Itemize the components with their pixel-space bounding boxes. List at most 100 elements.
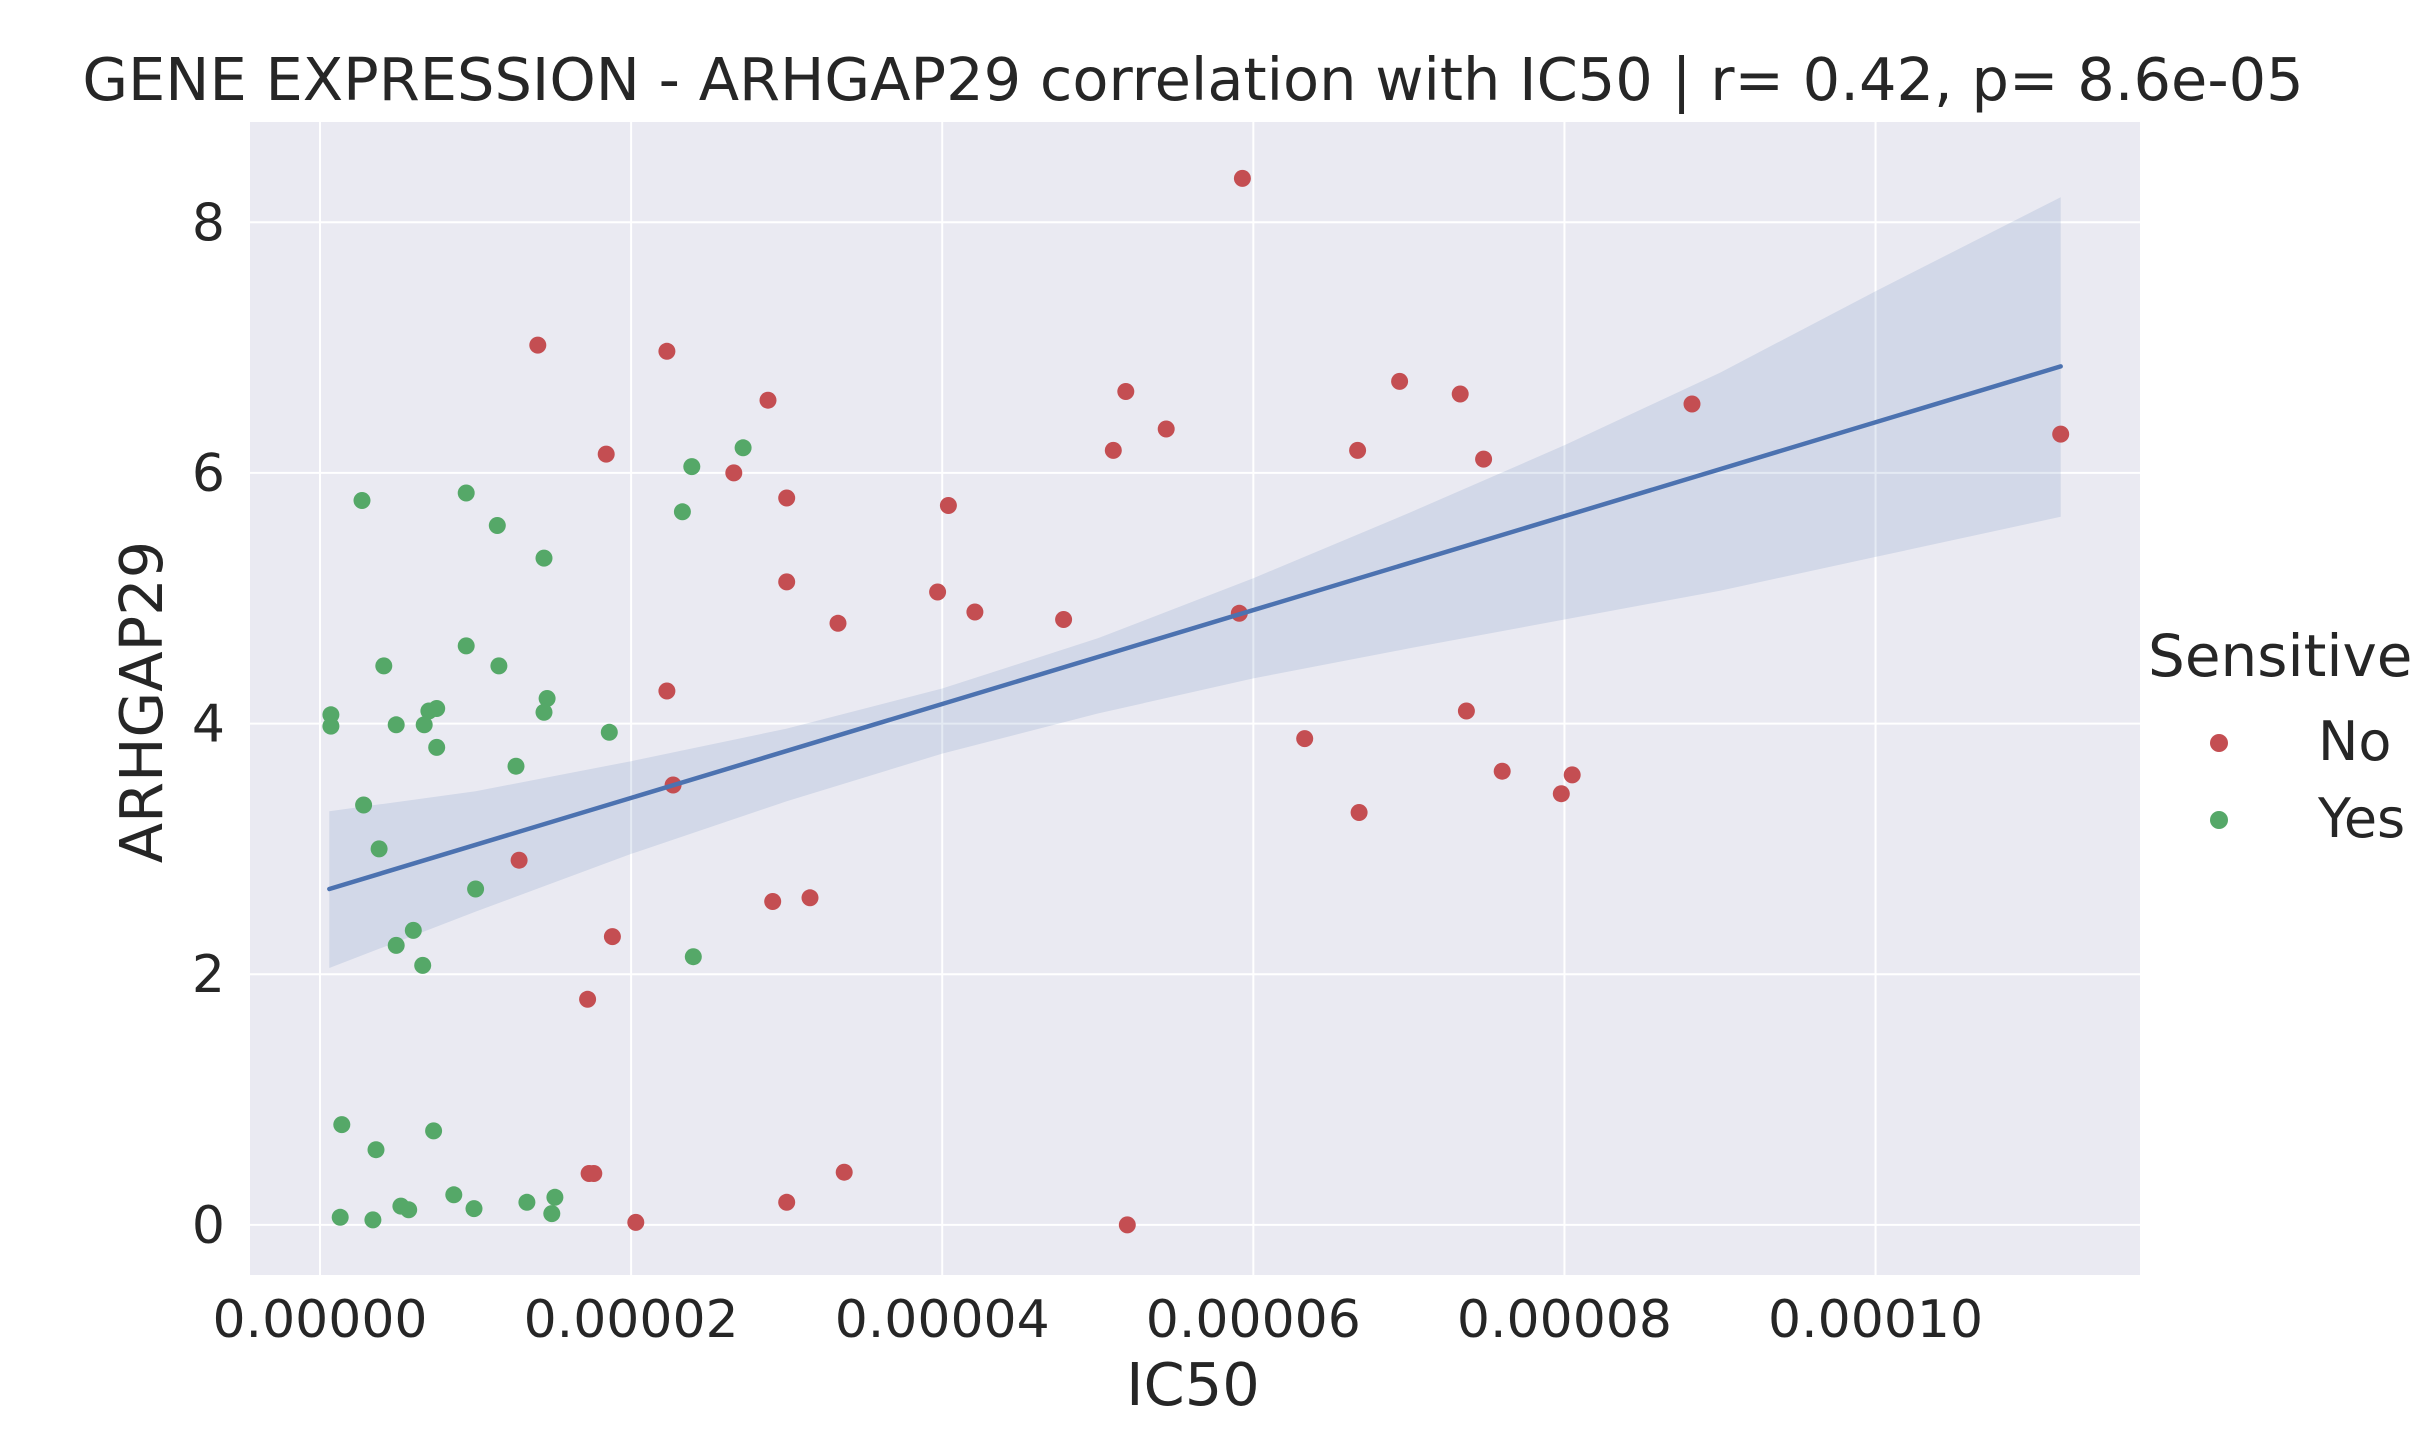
point-yes: [428, 738, 446, 756]
point-yes: [355, 796, 373, 814]
point-no: [1118, 1216, 1136, 1234]
point-no: [835, 1163, 853, 1181]
point-yes: [546, 1188, 564, 1206]
legend-label-yes: Yes: [2317, 787, 2405, 850]
point-yes: [465, 1200, 483, 1218]
legend-marker-no: [2210, 734, 2228, 752]
point-no: [579, 990, 597, 1008]
point-yes: [387, 716, 405, 734]
regression-line-group: [327, 364, 2063, 892]
point-no: [627, 1213, 645, 1231]
point-no: [1296, 730, 1314, 748]
point-no: [778, 1193, 796, 1211]
point-yes: [535, 549, 553, 567]
legend-label-no: No: [2318, 710, 2391, 773]
point-no: [1350, 804, 1368, 821]
point-yes: [684, 948, 702, 966]
point-no: [801, 889, 819, 907]
point-no: [725, 464, 743, 482]
point-yes: [445, 1186, 463, 1204]
point-yes: [457, 484, 475, 502]
x-tick-label: 0.00004: [835, 1290, 1050, 1350]
y-tick-label: 8: [192, 193, 225, 253]
x-tick-label: 0.00008: [1457, 1290, 1672, 1350]
point-yes: [683, 458, 701, 476]
point-no: [658, 342, 676, 360]
y-axis-label: ARHGAP29: [107, 541, 176, 863]
point-yes: [543, 1205, 561, 1223]
point-no: [929, 583, 947, 601]
point-yes: [734, 439, 752, 457]
point-yes: [333, 1116, 351, 1134]
point-yes: [367, 1141, 385, 1159]
point-yes: [490, 657, 508, 675]
point-yes: [415, 716, 433, 734]
point-no: [1055, 611, 1073, 628]
point-yes: [404, 921, 422, 939]
point-no: [1233, 169, 1251, 187]
x-tick-label: 0.00010: [1768, 1290, 1983, 1350]
x-axis-ticks: 0.00000 0.00002 0.00004 0.00006 0.00008 0.000…: [212, 1290, 1983, 1350]
y-tick-label: 2: [192, 945, 225, 1005]
point-no: [778, 489, 796, 507]
point-no: [966, 603, 984, 621]
point-yes: [538, 690, 556, 707]
x-tick-label: 0.00000: [212, 1290, 427, 1350]
point-no: [658, 682, 676, 700]
point-yes: [425, 1122, 443, 1140]
point-yes: [600, 723, 618, 741]
x-tick-label: 0.00002: [524, 1290, 739, 1350]
point-no: [939, 497, 957, 514]
point-yes: [331, 1208, 349, 1226]
point-no: [510, 851, 528, 869]
point-no: [1457, 702, 1475, 720]
point-no: [2052, 425, 2070, 443]
point-no: [529, 336, 547, 354]
point-yes: [673, 503, 691, 521]
legend-title: Sensitive: [2148, 622, 2412, 690]
point-no: [1104, 441, 1122, 459]
plot-area: [250, 122, 2140, 1275]
point-no: [829, 614, 847, 632]
y-tick-label: 0: [192, 1196, 225, 1256]
point-yes: [428, 700, 446, 717]
point-no: [1451, 385, 1469, 403]
point-no: [778, 573, 796, 591]
confidence-band: [329, 197, 2061, 968]
point-yes: [457, 637, 475, 655]
point-no: [1475, 450, 1493, 468]
point-yes: [387, 936, 405, 954]
confidence-band-area: [329, 197, 2061, 968]
point-no: [1349, 441, 1367, 459]
point-no: [1117, 383, 1135, 400]
point-yes: [370, 840, 388, 858]
legend-marker-yes: [2210, 811, 2228, 829]
point-no: [1157, 420, 1175, 438]
point-yes: [375, 657, 393, 675]
point-no: [1683, 395, 1701, 413]
point-no: [759, 391, 777, 409]
point-yes: [518, 1193, 536, 1211]
grid-lines: [250, 122, 2140, 1275]
point-yes: [322, 717, 340, 735]
chart-title: GENE EXPRESSION - ARHGAP29 correlation w…: [82, 45, 2303, 114]
point-yes: [400, 1201, 418, 1219]
legend: Sensitive No Yes: [2148, 622, 2412, 850]
point-yes: [353, 492, 371, 509]
y-tick-label: 4: [192, 695, 225, 755]
point-no: [1391, 372, 1409, 390]
x-axis-label: IC50: [1126, 1350, 1260, 1419]
data-points: [322, 169, 2070, 1234]
point-no: [1552, 785, 1570, 803]
x-tick-label: 0.00006: [1146, 1290, 1361, 1350]
point-yes: [535, 703, 553, 721]
y-tick-label: 6: [192, 444, 225, 504]
point-yes: [507, 757, 525, 775]
point-no: [1563, 766, 1581, 784]
point-no: [597, 445, 615, 463]
regression-line: [327, 364, 2063, 892]
point-yes: [414, 956, 432, 974]
point-no: [1493, 762, 1511, 780]
point-no: [603, 928, 621, 946]
